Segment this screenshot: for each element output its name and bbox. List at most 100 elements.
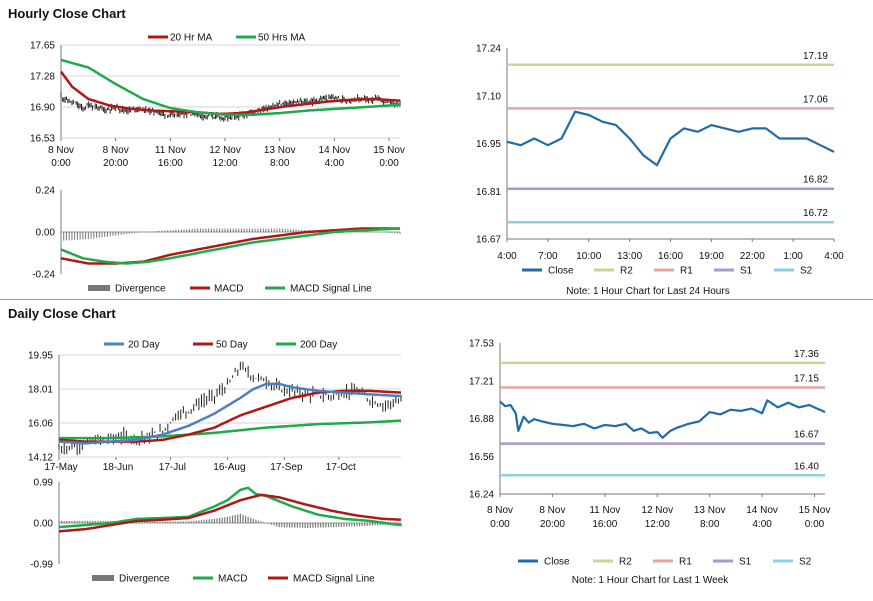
chart-note: Note: 1 Hour Chart for Last 1 Week xyxy=(572,575,730,586)
x-tick-label: 12:00 xyxy=(645,519,670,530)
ma-line-50-day xyxy=(59,389,402,443)
close-line xyxy=(499,399,826,439)
y-tick-label: 17.21 xyxy=(469,376,494,387)
x-tick-label: 14 Nov xyxy=(746,505,778,516)
level-value-label: 16.40 xyxy=(794,461,819,472)
x-tick-label: 4:00 xyxy=(752,519,772,530)
legend-swatch-divergence xyxy=(88,285,110,291)
x-tick-label: 4:00 xyxy=(497,251,517,262)
x-tick-label: 0:00 xyxy=(490,519,510,530)
x-tick-label: 8 Nov xyxy=(103,145,129,156)
x-tick-label: 15 Nov xyxy=(799,505,831,516)
legend-label: S2 xyxy=(800,266,813,277)
legend-label: Divergence xyxy=(115,284,166,295)
x-tick-label: 7:00 xyxy=(538,251,558,262)
x-tick-label: 0:00 xyxy=(379,158,399,169)
macd-line-macd-signal-line xyxy=(58,493,402,533)
x-tick-label: 17-Jul xyxy=(159,462,186,473)
x-tick-label: 11 Nov xyxy=(155,145,186,156)
x-tick-label: 10:00 xyxy=(576,251,601,262)
ma-line-50-hrs-ma xyxy=(60,58,401,117)
x-tick-label: 19:00 xyxy=(699,251,724,262)
x-tick-label: 17-Sep xyxy=(270,462,303,473)
legend-label: S1 xyxy=(739,557,752,568)
close-line xyxy=(506,110,835,167)
x-tick-label: 12:00 xyxy=(213,158,238,169)
x-tick-label: 11 Nov xyxy=(589,505,620,516)
level-value-label: 17.06 xyxy=(803,94,828,105)
x-tick-label: 8 Nov xyxy=(539,505,565,516)
x-tick-label: 22:00 xyxy=(740,251,765,262)
legend-label: 50 Day xyxy=(216,340,248,351)
x-tick-label: 0:00 xyxy=(51,158,71,169)
x-tick-label: 1:00 xyxy=(783,251,803,262)
legend-label: R1 xyxy=(680,266,693,277)
x-tick-label: 4:00 xyxy=(325,158,345,169)
legend-label: MACD xyxy=(214,284,243,295)
y-tick-label: 0.00 xyxy=(34,519,54,530)
x-tick-label: 8 Nov xyxy=(487,505,513,516)
y-tick-label: 0.99 xyxy=(34,478,54,489)
y-tick-label: 16.53 xyxy=(30,134,55,145)
legend-label: Close xyxy=(548,266,574,277)
legend-label: 20 Day xyxy=(128,340,160,351)
y-tick-label: 16.56 xyxy=(469,452,494,463)
x-tick-label: 12 Nov xyxy=(209,145,241,156)
x-tick-label: 0:00 xyxy=(805,519,825,530)
ma-line-20-hr-ma xyxy=(60,70,400,116)
x-tick-label: 17-Oct xyxy=(326,462,356,473)
y-tick-label: 16.67 xyxy=(476,235,501,246)
level-value-label: 17.36 xyxy=(794,349,819,360)
x-tick-label: 20:00 xyxy=(540,519,565,530)
x-tick-label: 18-Jun xyxy=(103,462,134,473)
x-tick-label: 16:00 xyxy=(158,158,183,169)
y-tick-label: 16.95 xyxy=(476,139,501,150)
x-tick-label: 16:00 xyxy=(592,519,617,530)
y-tick-label: -0.24 xyxy=(32,270,55,281)
y-tick-label: 16.88 xyxy=(469,414,494,425)
legend-label: S1 xyxy=(740,266,753,277)
legend-label: MACD xyxy=(218,574,247,585)
level-value-label: 17.19 xyxy=(803,51,828,62)
legend-label: Close xyxy=(544,557,570,568)
ma-line-200-day xyxy=(59,419,402,440)
y-tick-label: -0.99 xyxy=(30,560,53,571)
legend-label: R2 xyxy=(620,266,633,277)
y-tick-label: 17.53 xyxy=(469,339,494,350)
y-tick-label: 16.81 xyxy=(476,187,501,198)
level-value-label: 16.82 xyxy=(803,175,828,186)
y-tick-label: 17.65 xyxy=(30,41,55,52)
y-tick-label: 0.24 xyxy=(36,186,56,197)
legend-label: 20 Hr MA xyxy=(170,33,213,44)
level-value-label: 17.15 xyxy=(794,373,819,384)
x-tick-label: 17-May xyxy=(44,462,77,473)
x-tick-label: 20:00 xyxy=(103,158,128,169)
legend-label: MACD Signal Line xyxy=(290,284,372,295)
x-tick-label: 13 Nov xyxy=(694,505,726,516)
y-tick-label: 17.28 xyxy=(30,72,55,83)
y-tick-label: 16.24 xyxy=(469,490,494,501)
macd-line-macd xyxy=(58,486,402,529)
x-tick-label: 16-Aug xyxy=(213,462,245,473)
x-tick-label: 4:00 xyxy=(824,251,844,262)
y-tick-label: 14.12 xyxy=(28,453,53,464)
y-tick-label: 16.06 xyxy=(28,419,53,430)
y-tick-label: 19.95 xyxy=(28,351,53,362)
hourly-section-title: Hourly Close Chart xyxy=(8,6,126,21)
daily-section-title: Daily Close Chart xyxy=(8,306,116,321)
section-divider xyxy=(0,299,873,300)
y-tick-label: 16.90 xyxy=(30,103,55,114)
x-tick-label: 8:00 xyxy=(270,158,290,169)
macd-line-macd-signal-line xyxy=(60,227,401,265)
level-value-label: 16.67 xyxy=(794,430,819,441)
legend-label: R2 xyxy=(619,557,632,568)
x-tick-label: 13:00 xyxy=(617,251,642,262)
legend-label: 200 Day xyxy=(300,340,337,351)
x-tick-label: 8:00 xyxy=(700,519,720,530)
legend-label: R1 xyxy=(679,557,692,568)
x-tick-label: 15 Nov xyxy=(373,145,405,156)
legend-label: MACD Signal Line xyxy=(293,574,375,585)
y-tick-label: 17.24 xyxy=(476,44,501,55)
legend-label: Divergence xyxy=(119,574,170,585)
